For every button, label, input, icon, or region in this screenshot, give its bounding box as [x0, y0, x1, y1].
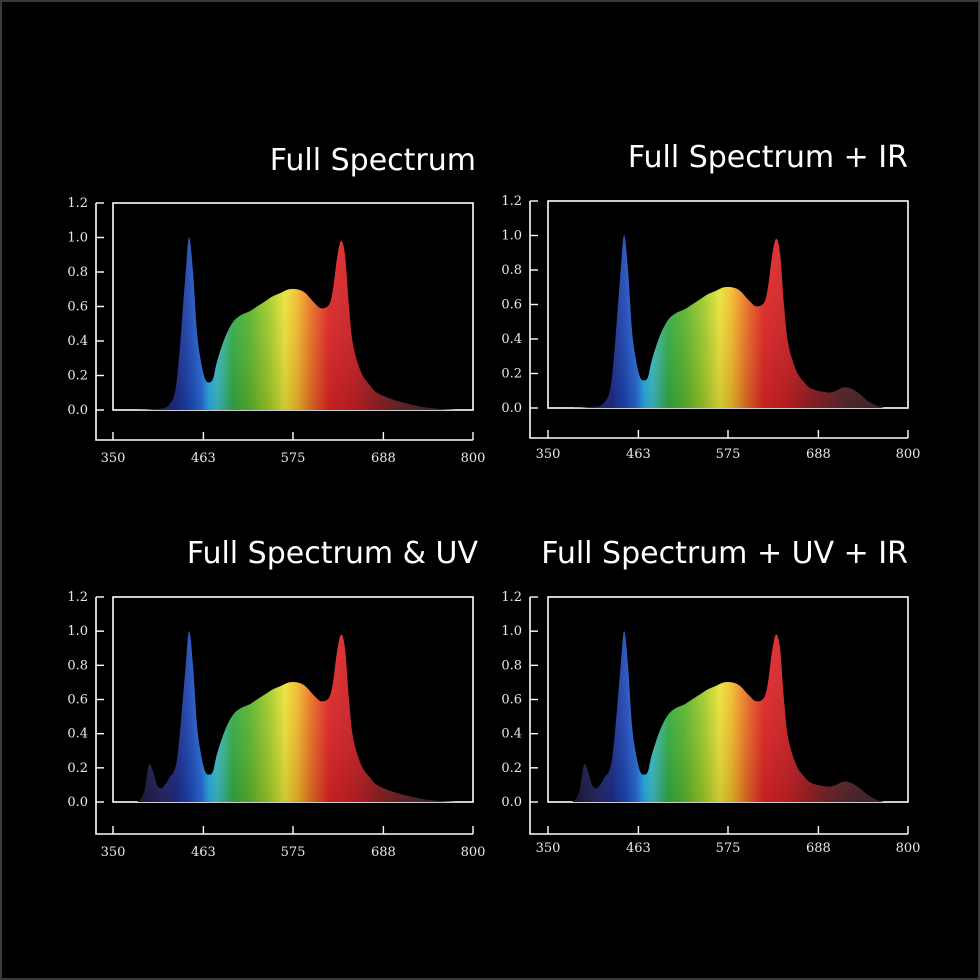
y-tick-label: 0.2 — [67, 761, 88, 776]
x-tick-label: 575 — [281, 451, 306, 466]
y-tick-label: 0.6 — [501, 298, 522, 313]
chart-title: Full Spectrum + UV + IR — [541, 536, 908, 571]
x-tick-label: 800 — [461, 451, 486, 466]
x-tick-label: 350 — [536, 447, 561, 462]
chart-title: Full Spectrum — [270, 143, 476, 178]
spectrum-shading — [572, 631, 884, 802]
chart-panel-4: Full Spectrum + UV + IR 1.2 1.0 0.8 0.6 0.4 0.… — [501, 536, 920, 856]
y-tick-label: 1.2 — [67, 196, 88, 211]
y-tick-label: 1.0 — [67, 624, 88, 639]
y-tick-label: 0.2 — [501, 367, 522, 382]
y-tick-label: 0.4 — [501, 332, 522, 347]
spectrum-shading — [137, 237, 457, 410]
x-tick-label: 800 — [896, 841, 921, 856]
y-tick-label: 1.2 — [501, 194, 522, 209]
x-tick-label: 800 — [461, 845, 486, 860]
x-tick-label: 688 — [806, 841, 831, 856]
x-tick-label: 350 — [101, 845, 126, 860]
y-tick-label: 0.8 — [501, 658, 522, 673]
y-tick-label: 1.0 — [67, 231, 88, 246]
y-tick-label: 0.6 — [67, 300, 88, 315]
x-tick-label: 463 — [191, 845, 216, 860]
x-tick-label: 350 — [536, 841, 561, 856]
x-tick-label: 688 — [371, 451, 396, 466]
y-tick-label: 0.6 — [67, 693, 88, 708]
y-tick-label: 1.0 — [501, 624, 522, 639]
spectrum-shading — [137, 631, 457, 802]
axis-lines — [95, 597, 473, 835]
chart-title: Full Spectrum + IR — [628, 140, 908, 175]
y-tick-label: 0.8 — [67, 658, 88, 673]
axis-lines — [95, 203, 473, 441]
y-tick-label: 0.4 — [501, 727, 522, 742]
y-tick-label: 0.4 — [67, 334, 88, 349]
spectrum-shading — [572, 235, 884, 408]
x-tick-label: 575 — [716, 841, 741, 856]
axis-lines — [529, 597, 908, 835]
x-tick-label: 688 — [806, 447, 831, 462]
y-tick-label: 0.8 — [67, 265, 88, 280]
y-tick-label: 0.8 — [501, 263, 522, 278]
chart-title: Full Spectrum & UV — [187, 536, 479, 571]
x-tick-label: 800 — [896, 447, 921, 462]
y-tick-label: 0.0 — [67, 403, 88, 418]
y-tick-label: 0.6 — [501, 693, 522, 708]
y-tick-label: 1.0 — [501, 229, 522, 244]
y-tick-label: 1.2 — [501, 590, 522, 605]
y-tick-label: 0.0 — [501, 401, 522, 416]
y-tick-label: 0.4 — [67, 727, 88, 742]
y-tick-label: 0.0 — [67, 795, 88, 810]
chart-panel-3: Full Spectrum & UV 1.2 1.0 0.8 0.6 0.4 0.2 0.0 3… — [67, 536, 485, 860]
y-tick-label: 0.2 — [501, 761, 522, 776]
y-tick-label: 0.0 — [501, 795, 522, 810]
x-tick-label: 463 — [626, 447, 651, 462]
axis-lines — [529, 201, 908, 439]
chart-panel-1: Full Spectrum 1.2 1.0 0.8 0.6 0.4 0.2 0.0 350 463… — [67, 143, 485, 466]
x-tick-label: 575 — [281, 845, 306, 860]
x-tick-label: 350 — [101, 451, 126, 466]
x-tick-label: 688 — [371, 845, 396, 860]
x-tick-label: 463 — [626, 841, 651, 856]
y-tick-label: 1.2 — [67, 590, 88, 605]
y-tick-label: 0.2 — [67, 369, 88, 384]
x-tick-label: 575 — [716, 447, 741, 462]
x-tick-label: 463 — [191, 451, 216, 466]
chart-panel-2: Full Spectrum + IR 1.2 1.0 0.8 0.6 0.4 0.2 0.0 3… — [501, 140, 920, 462]
